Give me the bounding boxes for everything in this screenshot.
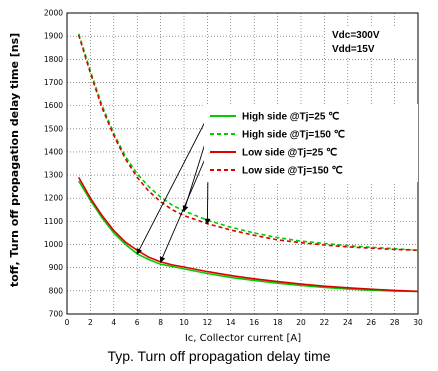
callout-arrow-2 <box>159 151 209 263</box>
x-tick-label: 4 <box>111 318 116 327</box>
x-tick-label: 24 <box>343 318 353 327</box>
x-tick-label: 10 <box>179 318 189 327</box>
x-tick-labels: 0 2 4 6 8 10 12 14 16 18 20 22 24 26 28 30 <box>65 318 423 327</box>
legend-label-0: High side @Tj=25 ℃ <box>242 112 339 123</box>
y-tick-label: 1400 <box>44 147 63 156</box>
x-axis-title: Ic, Collector current [A] <box>185 333 301 344</box>
x-tick-label: 14 <box>226 318 236 327</box>
legend-box <box>204 104 418 182</box>
y-tick-label: 1000 <box>44 240 63 249</box>
y-tick-label: 800 <box>49 286 64 295</box>
y-tick-label: 900 <box>49 263 64 272</box>
series-lines <box>77 33 419 293</box>
callout-arrow-0 <box>136 115 209 255</box>
series-line-1 <box>77 33 419 252</box>
x-tick-label: 16 <box>249 318 259 327</box>
x-tick-label: 28 <box>390 318 400 327</box>
y-tick-labels: 700 800 900 1000 1100 1200 1300 1400 1500 1600 170… <box>44 9 63 319</box>
condition-vdc: Vdc=300V <box>332 30 380 41</box>
x-tick-label: 8 <box>158 318 163 327</box>
x-tick-label: 2 <box>88 318 93 327</box>
x-tick-label: 6 <box>135 318 140 327</box>
x-tick-label: 26 <box>366 318 376 327</box>
y-tick-label: 1100 <box>44 217 63 226</box>
x-tick-label: 20 <box>296 318 306 327</box>
legend-label-2: Low side @Tj=25 ℃ <box>242 148 337 159</box>
series-line-0 <box>78 180 419 293</box>
series-line-2 <box>78 177 419 293</box>
figure-caption: Typ. Turn off propagation delay time <box>107 348 331 364</box>
conditions-box <box>325 27 417 57</box>
y-tick-label: 1900 <box>44 32 63 41</box>
y-tick-label: 1600 <box>44 101 63 110</box>
x-tick-label: 0 <box>65 318 70 327</box>
y-tick-label: 1700 <box>44 78 63 87</box>
y-tick-label: 2000 <box>44 9 63 18</box>
y-tick-label: 1500 <box>44 124 63 133</box>
y-tick-label: 1800 <box>44 55 63 64</box>
series-line-3 <box>77 34 419 252</box>
legend: High side @Tj=25 ℃ High side @Tj=150 ℃ Low… <box>210 112 345 177</box>
x-tick-label: 22 <box>320 318 330 327</box>
x-tick-label: 18 <box>273 318 283 327</box>
y-tick-label: 1300 <box>44 171 63 180</box>
x-tick-label: 30 <box>413 318 423 327</box>
condition-vdd: Vdd=15V <box>332 44 375 55</box>
x-tick-label: 12 <box>203 318 213 327</box>
legend-label-1: High side @Tj=150 ℃ <box>242 130 345 141</box>
y-tick-label: 1200 <box>44 194 63 203</box>
legend-label-3: Low side @Tj=150 ℃ <box>242 166 343 177</box>
y-tick-label: 700 <box>49 310 64 319</box>
y-axis-title: toff, Turn off propagation delay time [n… <box>8 33 21 287</box>
